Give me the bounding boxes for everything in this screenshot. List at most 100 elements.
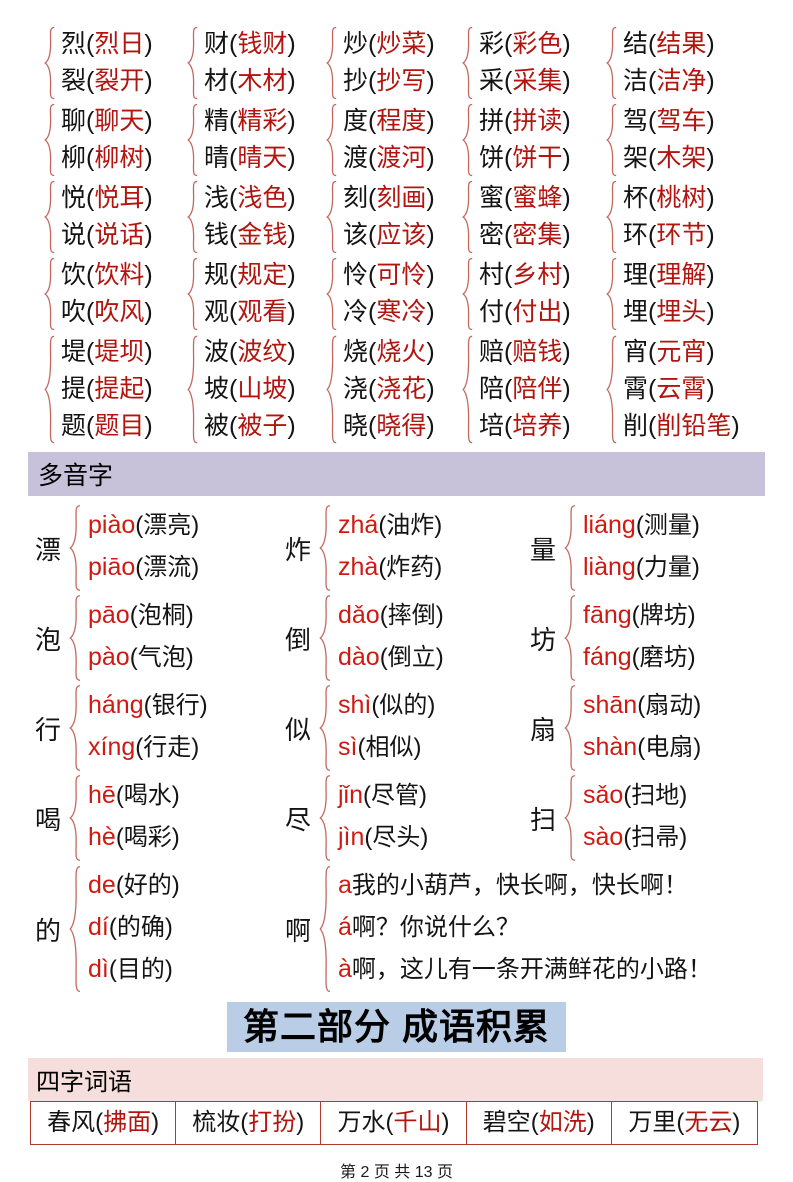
polyphone-entry: 漂 piào(漂亮) piāo(漂流) (34, 504, 284, 592)
char-entry: 杯(桃树) (623, 180, 715, 217)
open-paren: ( (86, 221, 95, 249)
polyphone-entry: 尽 jǐn(尽管) jìn(尽头) (284, 774, 529, 862)
char-entry: 采(采集) (479, 63, 571, 100)
readings-list: a我的小葫芦，快长啊，快长啊！ á啊？你说什么？ à啊，这儿有一条开满鲜花的小路… (338, 864, 712, 994)
base-char: 浅 (204, 184, 230, 212)
reading-text: (摔倒) (379, 602, 444, 629)
base-char: 说 (61, 221, 87, 249)
example-word: 赔钱 (512, 338, 563, 366)
base-char: 波 (204, 338, 230, 366)
reading-text: 啊？你说什么？ (351, 914, 520, 941)
char-lines: 彩(彩色) 采(采集) (479, 26, 571, 100)
char-lines: 聊(聊天) 柳(柳树) (61, 103, 153, 177)
close-paren: ) (287, 412, 296, 440)
open-paren: ( (229, 261, 238, 289)
reading-text: (磨坊) (631, 644, 696, 671)
left-brace (69, 504, 82, 592)
pinyin: zhà (338, 553, 379, 581)
base-char: 结 (623, 30, 649, 58)
base-char: 观 (204, 298, 230, 326)
char-lines: 悦(悦耳) 说(说话) (61, 180, 153, 254)
close-paren: ) (706, 261, 715, 289)
reading-text: (好的) (115, 872, 180, 899)
reading-line: shān(扇动) (583, 686, 701, 728)
char-entry: 悦(悦耳) (61, 180, 153, 217)
open-paren: ( (504, 184, 513, 212)
left-brace (326, 334, 338, 445)
char-group: 烧(烧火) 浇(浇花) 晓(晓得) (326, 334, 462, 445)
polyphone-char: 喝 (34, 804, 61, 835)
left-brace (462, 334, 474, 445)
base-char: 彩 (479, 30, 505, 58)
polyphone-char: 似 (284, 714, 311, 745)
example-word: 柳树 (94, 144, 145, 172)
pinyin: shān (583, 691, 638, 719)
char-group: 拼(拼读) 饼(饼干) (462, 103, 606, 177)
char-entry: 财(钱财) (204, 26, 296, 63)
reading-text: (电扇) (637, 734, 702, 761)
char-entry: 削(削铅笔) (623, 408, 740, 445)
polyphone-char: 坊 (529, 624, 556, 655)
char-group-row: 聊(聊天) 柳(柳树) 精(精彩) 晴(晴天 (44, 103, 787, 177)
close-paren: ) (731, 412, 740, 440)
example-word: 观看 (237, 298, 288, 326)
char-group: 规(规定) 观(观看) (187, 257, 326, 331)
left-brace (462, 103, 474, 177)
char-entry: 埋(埋头) (623, 294, 715, 331)
idiom-head: 万里 (628, 1109, 677, 1136)
char-group: 赔(赔钱) 陪(陪伴) 培(培养) (462, 334, 606, 445)
char-group: 聊(聊天) 柳(柳树) (44, 103, 187, 177)
left-brace (564, 594, 577, 682)
close-paren: ) (426, 261, 435, 289)
polyphone-entry: 行 háng(银行) xíng(行走) (34, 684, 284, 772)
char-group: 悦(悦耳) 说(说话) (44, 180, 187, 254)
example-word: 裂开 (94, 67, 145, 95)
close-paren: ) (144, 67, 153, 95)
close-paren: ) (144, 261, 153, 289)
reading-text: (喝水) (115, 782, 180, 809)
char-entry: 怜(可怜) (343, 257, 435, 294)
close-paren: ) (426, 144, 435, 172)
pinyin: zhá (338, 511, 379, 539)
char-group: 怜(可怜) 冷(寒冷) (326, 257, 462, 331)
polyphone-entry: 坊 fāng(牌坊) fáng(磨坊) (529, 594, 789, 682)
close-paren: ) (287, 144, 296, 172)
open-paren: ( (504, 261, 513, 289)
char-lines: 财(钱财) 材(木材) (204, 26, 296, 100)
close-paren: ) (562, 107, 571, 135)
base-char: 堤 (61, 338, 87, 366)
close-paren: ) (562, 67, 571, 95)
pinyin: shàn (583, 733, 638, 761)
example-word: 洁净 (656, 67, 707, 95)
close-paren: ) (706, 221, 715, 249)
char-entry: 钱(金钱) (204, 217, 296, 254)
char-group-row: 堤(堤坝) 提(提起) 题(题目) 波(波纹 (44, 334, 787, 445)
close-paren: ) (562, 298, 571, 326)
close-paren: ) (706, 144, 715, 172)
char-entry: 规(规定) (204, 257, 296, 294)
pinyin: dì (88, 955, 109, 983)
example-word: 寒冷 (376, 298, 427, 326)
char-entry: 霄(云霄) (623, 371, 740, 408)
char-lines: 烈(烈日) 裂(裂开) (61, 26, 153, 100)
idiom-tail: 如洗 (538, 1109, 587, 1136)
char-entry: 理(理解) (623, 257, 715, 294)
base-char: 烧 (343, 338, 369, 366)
base-char: 宵 (623, 338, 649, 366)
pinyin: á (338, 913, 352, 941)
pinyin: xíng (88, 733, 136, 761)
base-char: 聊 (61, 107, 87, 135)
close-paren: ) (562, 412, 571, 440)
reading-line: sì(相似) (338, 728, 435, 770)
char-lines: 蜜(蜜蜂) 密(密集) (479, 180, 571, 254)
example-word: 环节 (656, 221, 707, 249)
reading-line: piāo(漂流) (88, 548, 199, 590)
left-brace (44, 180, 56, 254)
close-paren: ) (562, 261, 571, 289)
base-char: 陪 (479, 375, 505, 403)
reading-line: dào(倒立) (338, 638, 444, 680)
base-char: 杯 (623, 184, 649, 212)
open-paren: ( (229, 107, 238, 135)
open-paren: ( (504, 412, 513, 440)
